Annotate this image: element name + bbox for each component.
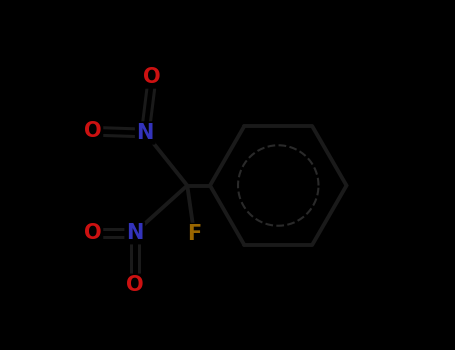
Text: O: O xyxy=(126,275,144,295)
Text: N: N xyxy=(126,223,143,243)
Text: F: F xyxy=(187,224,202,245)
Text: O: O xyxy=(143,67,161,87)
Text: N: N xyxy=(136,123,154,143)
Text: O: O xyxy=(84,121,101,141)
Text: O: O xyxy=(84,223,101,243)
